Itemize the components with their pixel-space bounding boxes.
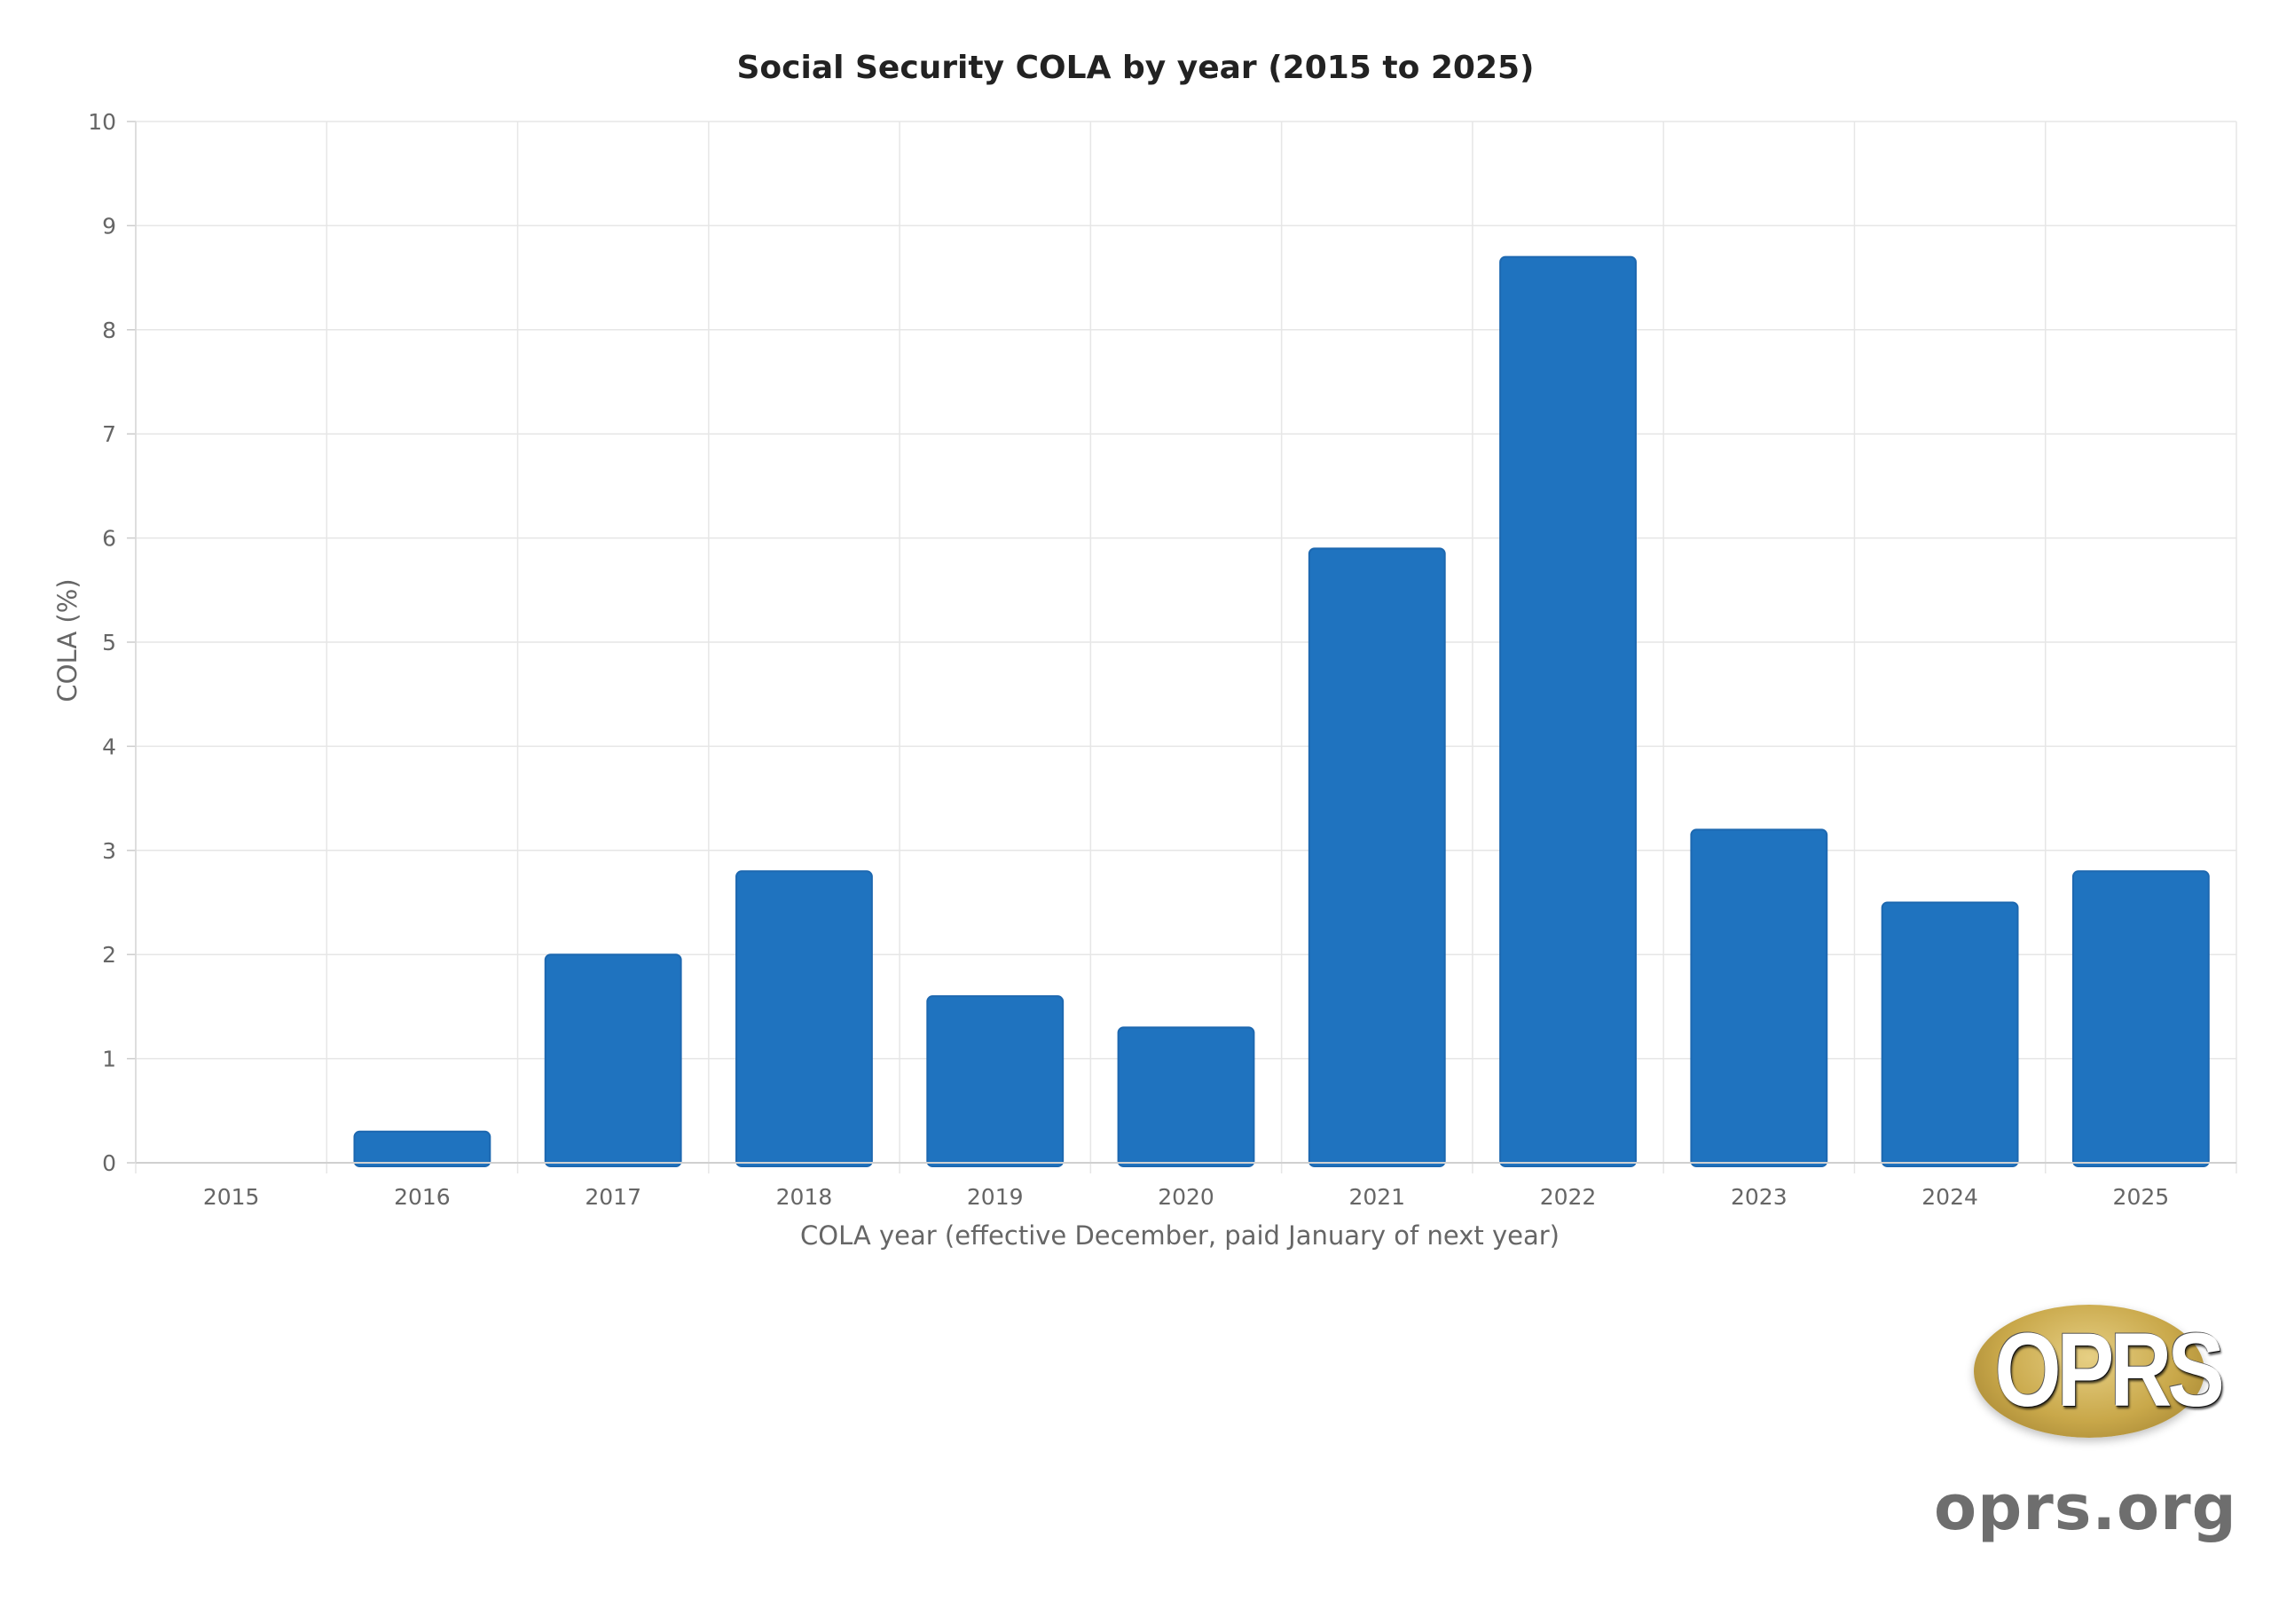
bar-2018: [735, 870, 873, 1168]
oprs-logo: OPRS oprs.org: [1934, 1305, 2237, 1571]
x-tick-label: 2017: [585, 1184, 641, 1210]
x-tick-label: 2020: [1158, 1184, 1214, 1210]
x-axis-label: COLA year (effective December, paid Janu…: [800, 1220, 1560, 1251]
x-tick-label: 2016: [394, 1184, 451, 1210]
y-tick-label: 9: [102, 213, 116, 239]
y-tick-label: 0: [102, 1150, 116, 1176]
x-tick-label: 2015: [203, 1184, 260, 1210]
bar-2025: [2071, 870, 2210, 1168]
logo-wordmark: OPRS: [1994, 1312, 2224, 1429]
y-tick-label: 7: [102, 421, 116, 447]
y-tick-label: 8: [102, 318, 116, 343]
bar-2016: [353, 1130, 491, 1168]
x-tick-label: 2018: [776, 1184, 833, 1210]
y-tick-label: 1: [102, 1047, 116, 1072]
bar-2020: [1117, 1026, 1255, 1167]
bar-2019: [926, 995, 1065, 1168]
y-tick-label: 6: [102, 526, 116, 552]
chart-title: Social Security COLA by year (2015 to 20…: [736, 50, 1534, 86]
bars: [353, 255, 2210, 1168]
y-tick-label: 5: [102, 630, 116, 655]
logo-domain: oprs.org: [1934, 1471, 2237, 1544]
x-tick-label: 2019: [967, 1184, 1024, 1210]
bar-2023: [1690, 828, 1828, 1167]
y-tick-label: 3: [102, 838, 116, 864]
bar-2017: [544, 953, 682, 1167]
axes: 0 1 2 3 4 5 6 7 8 9 10 2015 2016 2017 2018 2019 2020 2021…: [88, 109, 2236, 1210]
bar-2021: [1308, 547, 1446, 1167]
x-tick-label: 2024: [1921, 1184, 1978, 1210]
y-tick-label: 2: [102, 942, 116, 968]
bar-2024: [1881, 901, 2019, 1167]
x-tick-label: 2023: [1731, 1184, 1788, 1210]
grid: [127, 121, 2237, 1173]
y-tick-label: 4: [102, 734, 116, 759]
y-tick-label: 10: [88, 109, 116, 135]
logo-badge: [1974, 1305, 2204, 1438]
bar-2022: [1499, 255, 1637, 1167]
y-axis-label: COLA (%): [52, 578, 83, 702]
x-tick-label: 2025: [2113, 1184, 2170, 1210]
x-tick-label: 2022: [1540, 1184, 1597, 1210]
x-tick-label: 2021: [1348, 1184, 1405, 1210]
